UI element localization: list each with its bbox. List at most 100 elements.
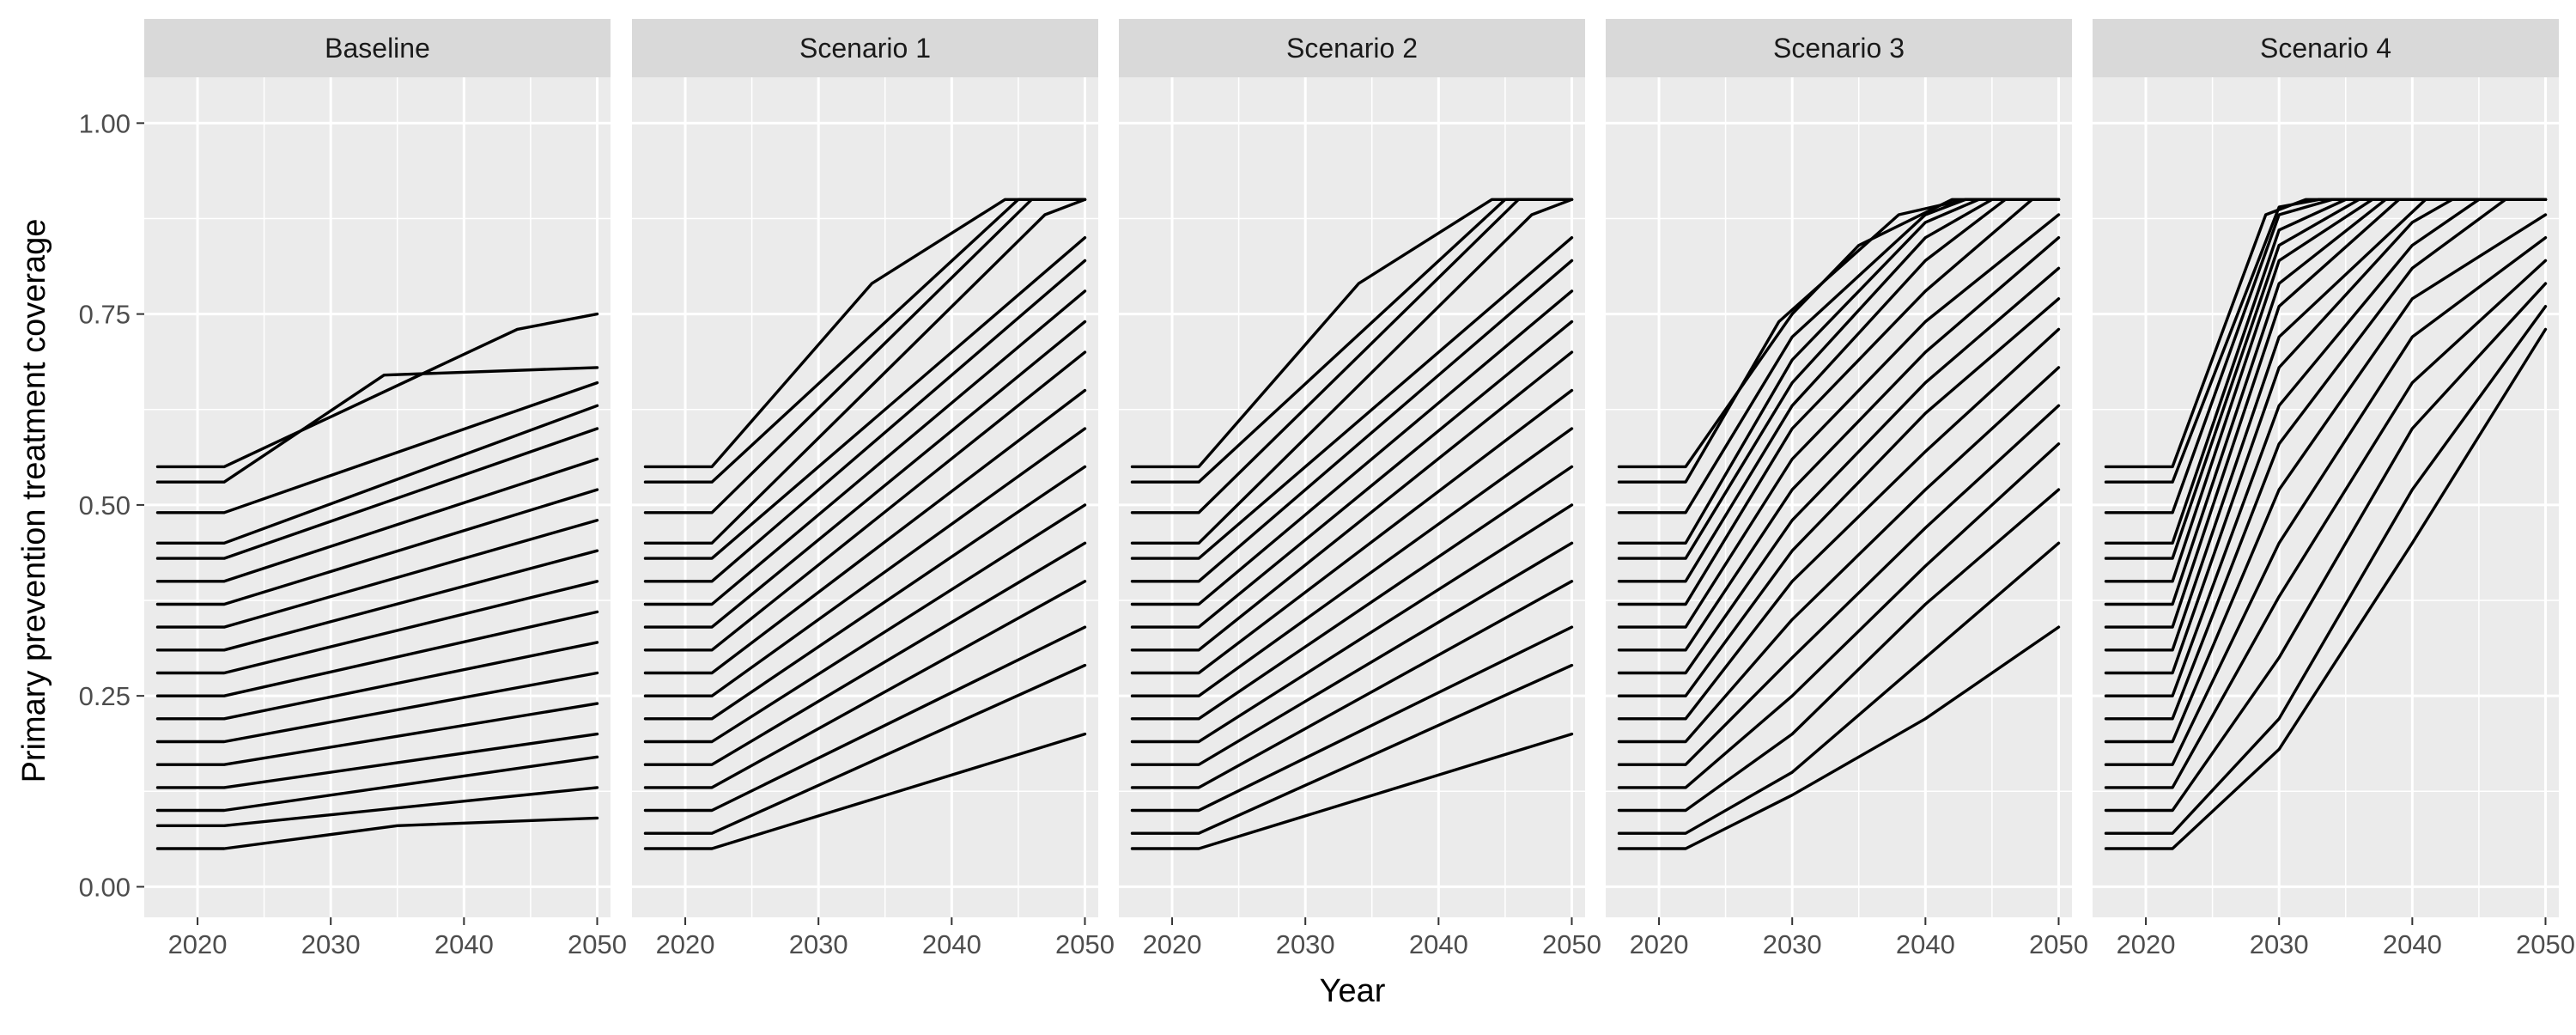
y-tick-label: 0.75 (79, 300, 131, 330)
series-group-scenario-3 (1617, 198, 2061, 850)
series-line-scenario-4-4 (2104, 259, 2548, 789)
x-tick-label: 2030 (2250, 929, 2309, 959)
series-line-scenario-3-1 (1617, 625, 2061, 850)
series-line-scenario-3-18 (1617, 198, 2061, 469)
series-line-baseline-1 (155, 816, 599, 850)
series-line-baseline-13 (155, 457, 599, 583)
series-line-scenario-2-5 (1130, 541, 1574, 766)
series-line-baseline-2 (155, 786, 599, 827)
series-line-scenario-2-13 (1130, 259, 1574, 583)
x-tick-label: 2040 (434, 929, 494, 959)
series-line-scenario-3-5 (1617, 404, 2061, 766)
x-tick-label: 2020 (168, 929, 228, 959)
series-line-scenario-2-18 (1130, 198, 1574, 469)
plot-area-baseline (144, 77, 611, 917)
series-line-scenario-2-11 (1130, 320, 1574, 629)
series-line-scenario-3-9 (1617, 266, 2061, 675)
series-line-scenario-3-7 (1617, 327, 2061, 721)
x-tick-label: 2020 (656, 929, 715, 959)
series-line-scenario-2-12 (1130, 289, 1574, 606)
series-line-scenario-3-8 (1617, 297, 2061, 697)
x-tick-label: 2050 (1542, 929, 1601, 959)
x-tick-label: 2040 (1409, 929, 1468, 959)
series-group-baseline (155, 312, 599, 850)
strip-label-scenario-2: Scenario 2 (1286, 33, 1418, 64)
x-tick-label: 2040 (922, 929, 981, 959)
strip-scenario-2 (1119, 19, 1585, 77)
strip-label-scenario-4: Scenario 4 (2260, 33, 2391, 64)
series-line-baseline-4 (155, 732, 599, 789)
x-tick-label: 2050 (1055, 929, 1115, 959)
series-line-scenario-3-2 (1617, 541, 2061, 835)
series-line-scenario-2-7 (1130, 465, 1574, 721)
x-tick-label: 2020 (1143, 929, 1202, 959)
x-tick-label: 2020 (2117, 929, 2176, 959)
series-line-scenario-2-8 (1130, 427, 1574, 697)
series-line-scenario-2-15 (1130, 198, 1574, 545)
series-line-scenario-3-4 (1617, 442, 2061, 789)
series-line-scenario-1-12 (643, 289, 1087, 606)
series-line-scenario-3-6 (1617, 366, 2061, 744)
strip-scenario-1 (632, 19, 1098, 77)
panel-scenario-3: Scenario 3 2020 2030 2040 2050 (1606, 19, 2088, 959)
series-line-scenario-2-14 (1130, 236, 1574, 560)
series-line-scenario-1-9 (643, 388, 1087, 675)
series-line-baseline-5 (155, 702, 599, 766)
panel-scenario-1: Scenario 1 2020 2030 2040 2050 (632, 19, 1115, 959)
y-tick-label: 0.00 (79, 872, 131, 902)
series-line-scenario-4-6 (2104, 213, 2548, 744)
series-line-scenario-2-4 (1130, 580, 1574, 789)
series-line-scenario-2-2 (1130, 663, 1574, 835)
series-line-scenario-1-13 (643, 259, 1087, 583)
series-line-baseline-10 (155, 549, 599, 652)
series-line-scenario-4-18 (2104, 198, 2548, 469)
y-tick-label: 0.50 (79, 490, 131, 521)
x-tick-label: 2030 (301, 929, 361, 959)
series-line-scenario-4-5 (2104, 236, 2548, 766)
panel-baseline: Baseline 2020 2030 2040 2050 0.00 0.25 0.50 0.75… (79, 19, 627, 959)
x-tick-label: 2020 (1630, 929, 1689, 959)
series-line-scenario-4-2 (2104, 305, 2548, 835)
x-tick-label: 2030 (789, 929, 848, 959)
series-line-baseline-6 (155, 671, 599, 744)
series-line-scenario-2-1 (1130, 732, 1574, 850)
plot-area-scenario-1 (632, 77, 1098, 917)
strip-label-scenario-1: Scenario 1 (799, 33, 931, 64)
strip-baseline (144, 19, 611, 77)
series-line-scenario-1-6 (643, 503, 1087, 744)
x-tick-label: 2040 (1896, 929, 1955, 959)
x-tick-label: 2030 (1763, 929, 1822, 959)
facet-panels: Baseline 2020 2030 2040 2050 0.00 0.25 0.50 0.75… (79, 19, 2575, 959)
panel-scenario-2: Scenario 2 2020 2030 2040 2050 (1119, 19, 1601, 959)
plot-area-scenario-2 (1119, 77, 1585, 917)
series-line-baseline-3 (155, 755, 599, 813)
series-line-baseline-7 (155, 641, 599, 721)
series-line-scenario-2-6 (1130, 503, 1574, 744)
series-line-scenario-3-10 (1617, 236, 2061, 652)
series-line-scenario-1-14 (643, 236, 1087, 560)
series-line-scenario-1-3 (643, 625, 1087, 813)
series-line-scenario-1-11 (643, 320, 1087, 629)
x-tick-label: 2040 (2383, 929, 2442, 959)
series-line-scenario-2-3 (1130, 625, 1574, 813)
panel-scenario-4: Scenario 4 2020 2030 2040 2050 (2093, 19, 2575, 959)
x-tick-label: 2050 (2516, 929, 2575, 959)
series-line-scenario-1-4 (643, 580, 1087, 789)
series-line-scenario-1-8 (643, 427, 1087, 697)
series-group-scenario-2 (1130, 198, 1574, 850)
x-tick-label: 2050 (568, 929, 627, 959)
series-line-baseline-12 (155, 488, 599, 606)
series-line-scenario-4-1 (2104, 327, 2548, 850)
plot-area-scenario-3 (1606, 77, 2072, 917)
series-line-scenario-1-15 (643, 198, 1087, 545)
strip-label-scenario-3: Scenario 3 (1773, 33, 1905, 64)
series-line-baseline-18 (155, 312, 599, 469)
series-line-scenario-1-1 (643, 732, 1087, 850)
series-line-scenario-1-18 (643, 198, 1087, 469)
y-tick-label: 0.25 (79, 681, 131, 711)
strip-scenario-3 (1606, 19, 2072, 77)
series-line-scenario-3-3 (1617, 488, 2061, 813)
strip-scenario-4 (2093, 19, 2559, 77)
